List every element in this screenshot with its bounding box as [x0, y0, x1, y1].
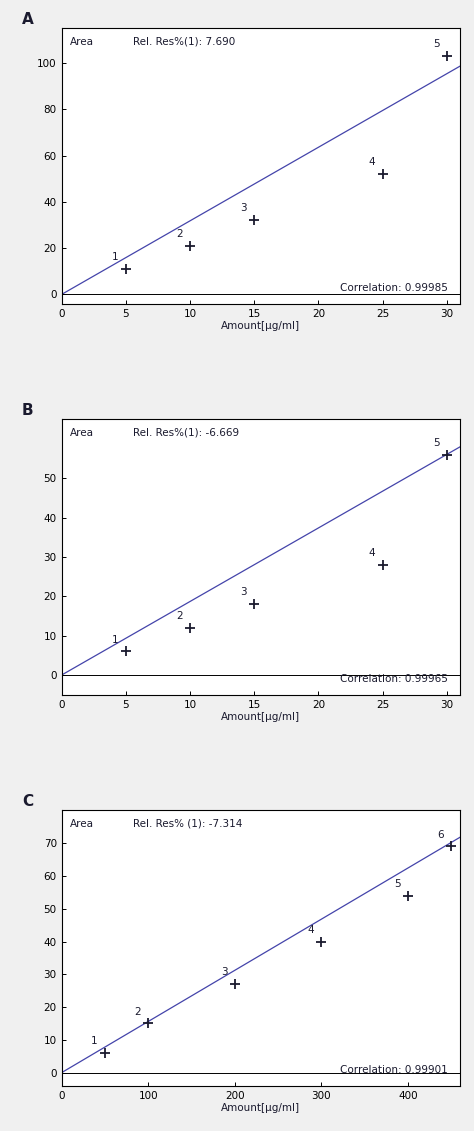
Text: Area: Area	[70, 36, 93, 46]
Text: 5: 5	[433, 438, 440, 448]
Text: 4: 4	[369, 157, 375, 167]
Text: 3: 3	[221, 967, 228, 977]
Text: 1: 1	[112, 634, 118, 645]
X-axis label: Amount[µg/ml]: Amount[µg/ml]	[221, 1104, 300, 1113]
Text: 4: 4	[308, 925, 314, 934]
Text: 2: 2	[135, 1007, 141, 1017]
Text: Correlation: 0.99985: Correlation: 0.99985	[340, 283, 448, 293]
Text: Correlation: 0.99901: Correlation: 0.99901	[340, 1064, 448, 1074]
X-axis label: Amount[µg/ml]: Amount[µg/ml]	[221, 713, 300, 723]
Text: 1: 1	[91, 1036, 98, 1046]
Text: 4: 4	[369, 549, 375, 558]
Text: 2: 2	[176, 611, 183, 621]
Text: Correlation: 0.99965: Correlation: 0.99965	[340, 674, 448, 684]
Text: Area: Area	[70, 819, 93, 829]
X-axis label: Amount[µg/ml]: Amount[µg/ml]	[221, 321, 300, 331]
Text: Area: Area	[70, 428, 93, 438]
Text: Rel. Res%(1): 7.690: Rel. Res%(1): 7.690	[133, 36, 236, 46]
Text: 2: 2	[176, 228, 183, 239]
Text: 3: 3	[240, 204, 247, 214]
Text: Rel. Res%(1): -6.669: Rel. Res%(1): -6.669	[133, 428, 239, 438]
Text: 6: 6	[438, 829, 444, 839]
Text: A: A	[22, 11, 34, 27]
Text: B: B	[22, 403, 34, 417]
Text: 1: 1	[112, 252, 118, 262]
Text: 5: 5	[433, 40, 440, 49]
Text: Rel. Res% (1): -7.314: Rel. Res% (1): -7.314	[133, 819, 243, 829]
Text: C: C	[22, 794, 33, 809]
Text: 5: 5	[394, 879, 401, 889]
Text: 3: 3	[240, 587, 247, 597]
